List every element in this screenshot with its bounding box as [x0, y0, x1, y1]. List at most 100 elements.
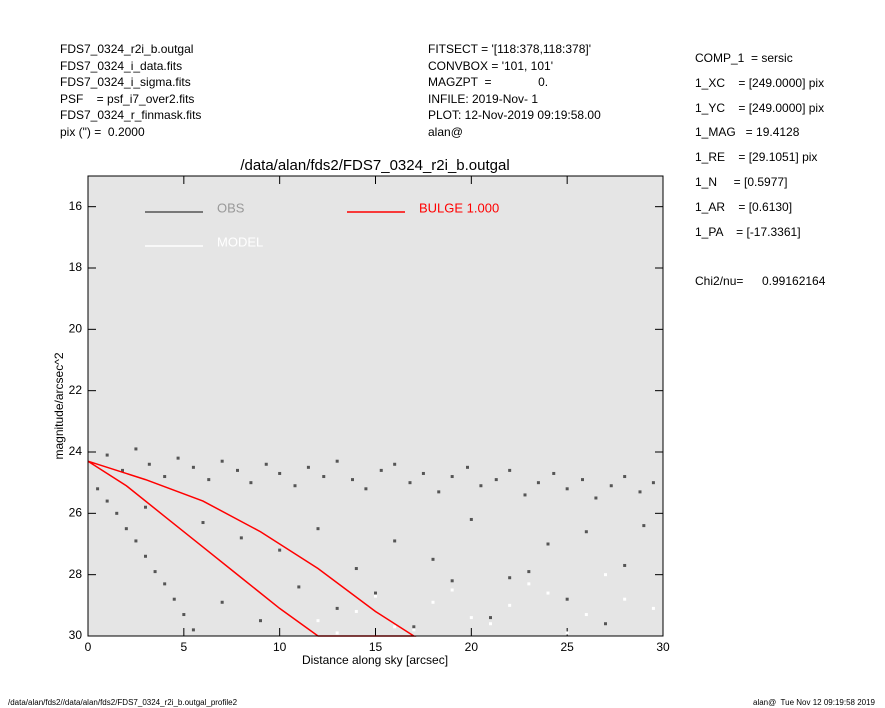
point — [604, 573, 607, 577]
header-line: 1_XC = [249.0000] pix — [695, 75, 825, 90]
point — [163, 475, 167, 479]
header-line: INFILE: 2019-Nov- 1 — [428, 91, 539, 106]
point — [489, 616, 492, 620]
chi2-value: 0.99162164 — [762, 274, 826, 288]
point — [96, 487, 100, 491]
point — [565, 631, 569, 635]
x-axis-label: Distance along sky [arcsec] — [302, 653, 448, 667]
header-line: MAGZPT = 0. — [428, 75, 549, 90]
header-line: 1_RE = [29.1051] pix — [695, 150, 818, 165]
point — [412, 628, 416, 632]
point — [450, 588, 454, 592]
point — [105, 499, 109, 503]
point — [335, 631, 339, 635]
header-line: 1_MAG = 19.4128 — [695, 125, 800, 140]
x-tick-label: 0 — [85, 640, 92, 654]
point — [581, 478, 584, 482]
point — [651, 606, 655, 610]
point — [594, 496, 598, 500]
y-tick-label: 22 — [69, 383, 83, 397]
x-tick-label: 25 — [560, 640, 574, 654]
point — [134, 447, 138, 451]
y-tick-label: 18 — [69, 260, 83, 274]
point — [609, 484, 613, 488]
point — [316, 619, 320, 623]
point — [642, 524, 646, 528]
point — [408, 481, 412, 485]
header-line: 1_PA = [-17.3361] — [695, 224, 801, 239]
point — [393, 462, 397, 466]
point — [565, 597, 569, 601]
header-line: FDS7_0324_i_sigma.fits — [60, 75, 191, 90]
header-line: FDS7_0324_i_data.fits — [60, 58, 183, 73]
legend-label: BULGE 1.000 — [419, 200, 499, 215]
point — [421, 471, 425, 475]
point — [335, 459, 339, 463]
point — [431, 557, 435, 561]
point — [351, 478, 354, 482]
point — [144, 505, 147, 509]
point — [249, 481, 253, 485]
point — [121, 468, 124, 472]
y-tick-label: 28 — [69, 567, 83, 581]
point — [354, 609, 358, 613]
point — [278, 548, 282, 552]
point — [124, 527, 128, 531]
point — [115, 511, 119, 515]
point — [207, 478, 211, 482]
point — [552, 471, 556, 475]
point — [479, 484, 483, 488]
x-tick-label: 20 — [465, 640, 479, 654]
point — [638, 490, 642, 494]
point — [182, 613, 186, 617]
point — [306, 465, 310, 469]
point — [176, 456, 180, 460]
point — [147, 462, 151, 466]
header-line: COMP_1 = sersic — [695, 51, 793, 65]
header-line: PLOT: 12-Nov-2019 09:19:58.00 — [428, 108, 601, 123]
point — [584, 530, 588, 534]
point — [379, 468, 383, 472]
point — [508, 468, 512, 472]
point — [236, 468, 239, 472]
point — [508, 603, 512, 607]
point — [259, 619, 262, 623]
y-tick-label: 20 — [69, 322, 83, 336]
header-line: PSF = psf_i7_over2.fits — [60, 91, 195, 106]
point — [393, 625, 397, 629]
x-tick-label: 5 — [180, 640, 187, 654]
point — [172, 597, 176, 601]
chi2-label: Chi2/nu= — [695, 274, 744, 288]
point — [527, 570, 531, 574]
point — [278, 471, 282, 475]
point — [651, 481, 655, 485]
point — [623, 475, 627, 479]
point — [144, 554, 147, 558]
point — [565, 487, 569, 491]
point — [546, 542, 550, 546]
x-tick-label: 15 — [369, 640, 383, 654]
point — [374, 594, 377, 598]
header-line: FITSECT = '[118:378,118:378]' — [428, 42, 592, 56]
point — [584, 613, 588, 617]
point — [364, 487, 368, 491]
point — [201, 521, 205, 525]
point — [220, 600, 224, 604]
point — [450, 579, 454, 583]
point — [431, 600, 435, 604]
point — [623, 597, 627, 601]
point — [523, 493, 527, 497]
point — [393, 539, 397, 543]
x-tick-label: 10 — [273, 640, 287, 654]
point — [153, 570, 157, 574]
point — [191, 465, 195, 469]
point — [293, 484, 297, 488]
point — [297, 585, 301, 589]
legend-label: MODEL — [217, 234, 263, 249]
point — [437, 490, 441, 494]
point — [527, 582, 531, 586]
header-line: FDS7_0324_r2i_b.outgal — [60, 42, 194, 56]
point — [322, 475, 326, 479]
